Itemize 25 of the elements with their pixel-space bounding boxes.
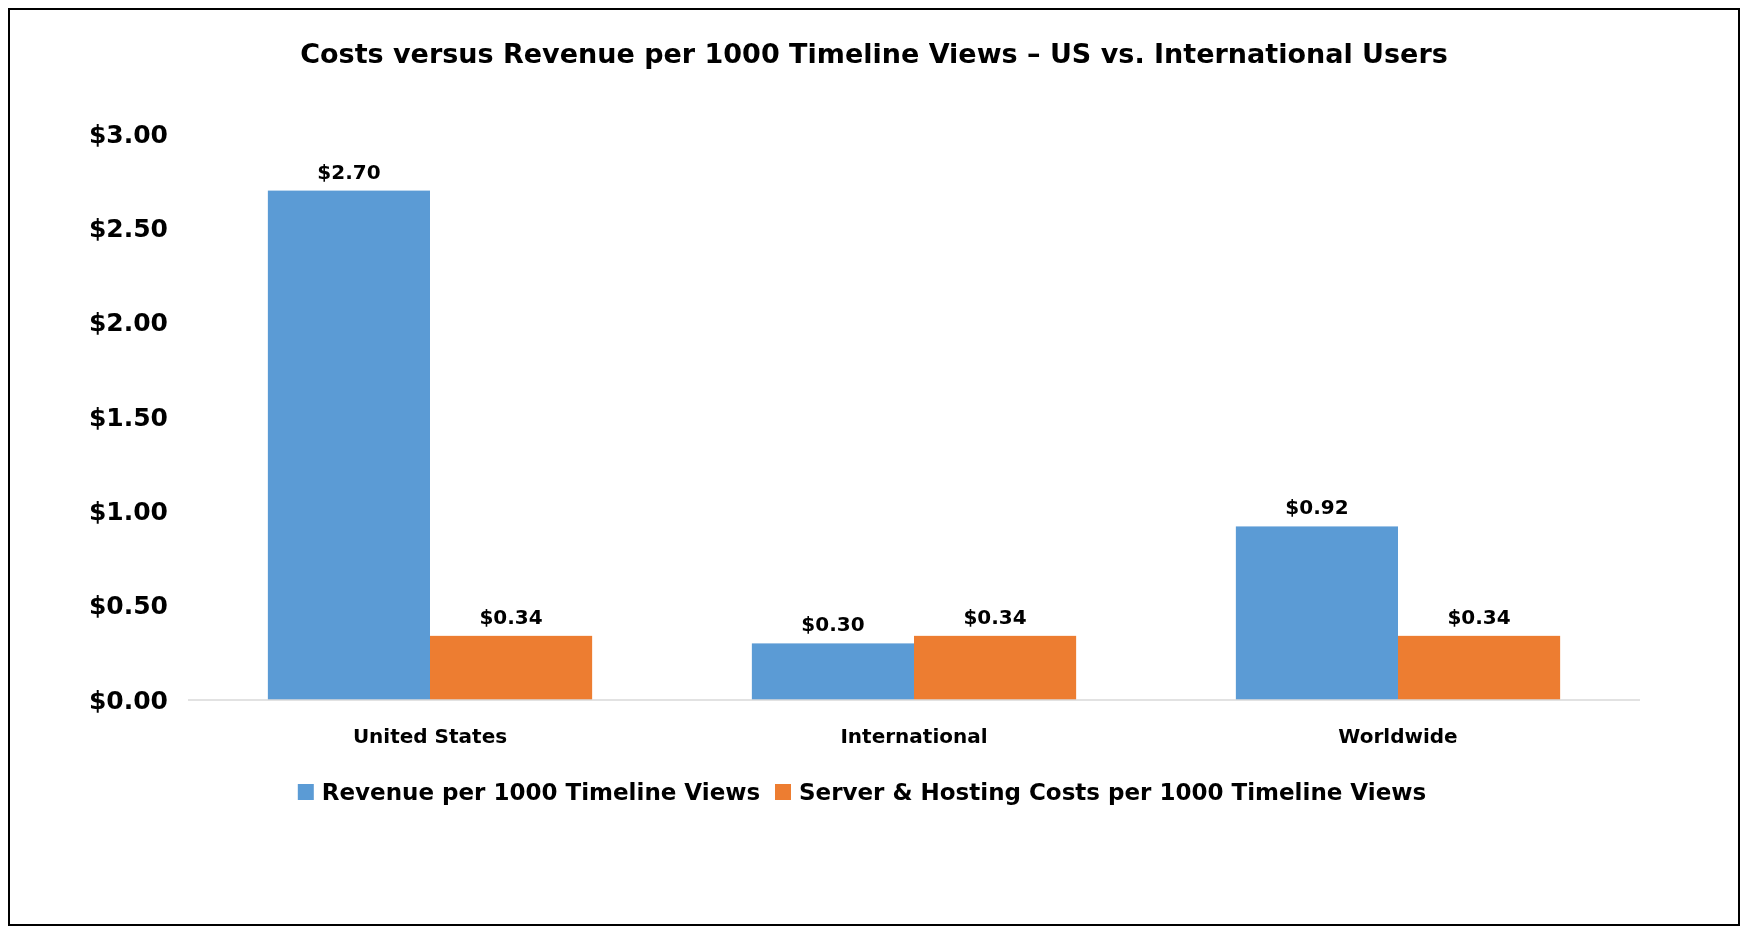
- chart-title: Costs versus Revenue per 1000 Timeline Views – US vs. International Users: [300, 38, 1448, 69]
- x-tick-label: International: [840, 724, 988, 748]
- data-label: $0.92: [1285, 495, 1349, 520]
- data-label: $0.34: [479, 604, 543, 629]
- data-label: $0.34: [963, 604, 1027, 629]
- data-label: $2.70: [317, 159, 381, 184]
- bar: [1235, 526, 1398, 700]
- legend-label: Revenue per 1000 Timeline Views: [321, 779, 761, 806]
- data-label: $0.30: [801, 612, 865, 637]
- x-tick-label: Worldwide: [1338, 724, 1458, 748]
- y-tick-label: $2.00: [88, 308, 168, 338]
- bar: [751, 643, 914, 700]
- y-tick-label: $1.50: [88, 402, 168, 432]
- bar: [430, 635, 593, 700]
- data-label: $0.34: [1447, 604, 1511, 629]
- y-tick-label: $2.50: [88, 214, 168, 244]
- legend-label: Server & Hosting Costs per 1000 Timeline Views: [799, 779, 1427, 806]
- bar: [267, 190, 430, 700]
- y-tick-label: $3.00: [88, 119, 168, 149]
- y-tick-label: $1.00: [88, 497, 168, 527]
- bar: [1398, 635, 1561, 700]
- y-tick-label: $0.00: [88, 685, 168, 715]
- bar: [914, 635, 1077, 700]
- x-tick-label: United States: [352, 724, 508, 748]
- y-tick-label: $0.50: [88, 591, 168, 621]
